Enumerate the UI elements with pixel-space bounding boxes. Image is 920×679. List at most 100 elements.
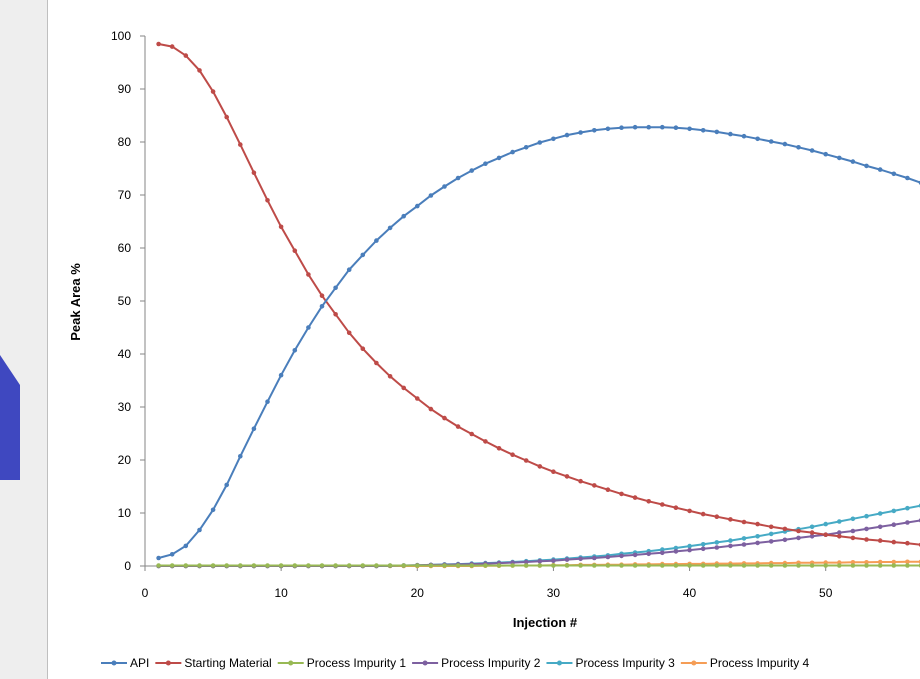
data-point — [169, 44, 175, 49]
data-point — [850, 563, 856, 568]
y-tick-label: 10 — [118, 506, 132, 520]
data-point — [455, 175, 461, 181]
y-tick-label: 30 — [118, 400, 132, 414]
data-point — [483, 161, 488, 166]
data-point — [306, 563, 311, 568]
data-point — [796, 528, 801, 534]
data-point — [809, 524, 815, 530]
data-point — [700, 128, 706, 133]
data-point — [510, 149, 515, 155]
data-point — [224, 482, 229, 488]
data-point — [156, 41, 161, 47]
data-point — [551, 558, 556, 563]
data-point — [564, 132, 570, 138]
data-point — [809, 534, 815, 539]
data-point — [741, 133, 747, 139]
data-point — [687, 543, 692, 549]
legend-item-process-impurity-4: Process Impurity 4 — [680, 656, 810, 670]
data-point — [360, 346, 366, 352]
data-point — [673, 545, 679, 551]
data-point — [360, 252, 366, 258]
data-point — [251, 563, 257, 568]
data-point — [564, 557, 570, 562]
chart-panel: 0 10 20 30 40 50 60 70 80 90 100 0 10 20 30 40 50 Peak A… — [47, 0, 920, 679]
data-point — [700, 542, 706, 547]
data-point — [850, 159, 856, 164]
data-point — [837, 563, 842, 568]
data-point — [714, 545, 720, 550]
data-point — [714, 540, 720, 545]
y-tick-label: 60 — [118, 241, 132, 255]
data-point — [442, 415, 447, 421]
data-point — [183, 543, 189, 549]
data-point — [619, 553, 624, 559]
legend-item-starting-material: Starting Material — [155, 656, 272, 670]
data-point — [782, 141, 788, 147]
data-point — [578, 130, 583, 135]
data-point — [183, 563, 189, 568]
data-point — [673, 125, 679, 130]
data-point — [837, 155, 842, 161]
data-point — [469, 431, 475, 437]
data-point — [387, 225, 393, 231]
data-point — [660, 563, 665, 568]
data-point — [673, 563, 679, 568]
data-point — [905, 175, 910, 181]
data-point — [687, 126, 692, 132]
data-point — [728, 517, 733, 522]
data-point — [632, 563, 638, 568]
data-point — [905, 559, 910, 565]
series-process-impurity-2 — [156, 518, 920, 569]
data-point — [415, 563, 420, 568]
data-point — [850, 560, 856, 565]
data-point — [592, 128, 597, 133]
y-tick-label: 20 — [118, 453, 132, 467]
data-point — [278, 372, 284, 378]
data-point — [496, 563, 502, 568]
legend: API Starting Material Process Impurity 1 Pr… — [101, 656, 810, 670]
data-point — [660, 124, 665, 130]
data-point — [660, 547, 665, 552]
legend-item-process-impurity-2: Process Impurity 2 — [412, 656, 541, 670]
data-point — [374, 563, 379, 568]
data-point — [700, 546, 706, 552]
data-point — [251, 426, 257, 432]
data-point — [891, 563, 897, 568]
data-point — [891, 539, 897, 545]
data-point — [238, 142, 243, 147]
data-point — [796, 563, 801, 568]
data-point — [523, 563, 529, 568]
data-point — [687, 547, 692, 553]
data-point — [823, 521, 828, 527]
x-tick-label: 10 — [274, 586, 288, 600]
x-tick-label: 40 — [683, 586, 697, 600]
chevron-shape-icon — [0, 355, 20, 480]
data-point — [306, 325, 311, 330]
background-chevron-graphic — [0, 355, 20, 480]
data-point — [346, 563, 352, 568]
data-point — [796, 145, 801, 150]
x-tick-label: 50 — [819, 586, 833, 600]
data-point — [578, 563, 583, 568]
data-point — [346, 330, 352, 336]
data-point — [455, 424, 461, 429]
legend-marker-icon — [165, 660, 171, 666]
data-point — [782, 537, 788, 543]
data-point — [592, 555, 597, 561]
data-point — [401, 213, 407, 219]
data-point — [551, 136, 556, 142]
data-point — [660, 550, 665, 556]
legend-label: Process Impurity 2 — [441, 656, 541, 670]
legend-item-api: API — [101, 656, 149, 670]
data-point — [442, 563, 447, 568]
data-point — [905, 563, 910, 568]
legend-marker-icon — [111, 660, 117, 666]
data-point — [877, 524, 883, 530]
data-point — [292, 348, 298, 353]
y-tick-label: 0 — [124, 559, 131, 573]
data-point — [183, 53, 189, 58]
y-axis-title: Peak Area % — [68, 263, 83, 341]
x-tick-label: 20 — [411, 586, 425, 600]
y-tick-label: 100 — [111, 29, 131, 43]
series-process-impurity-3 — [156, 503, 920, 569]
